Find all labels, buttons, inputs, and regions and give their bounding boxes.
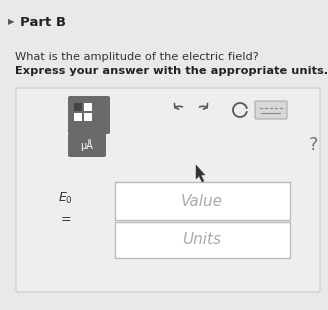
Text: ?: ? [309, 136, 319, 154]
Text: μÅ: μÅ [81, 139, 93, 151]
Text: Value: Value [181, 193, 223, 209]
FancyBboxPatch shape [68, 133, 106, 157]
FancyBboxPatch shape [16, 88, 320, 292]
Bar [84, 113, 92, 121]
Polygon shape [196, 165, 205, 182]
Text: Part B: Part B [20, 16, 66, 29]
FancyBboxPatch shape [115, 222, 290, 258]
Text: $E_0$: $E_0$ [57, 190, 72, 206]
Text: Units: Units [182, 232, 221, 247]
FancyBboxPatch shape [115, 182, 290, 220]
FancyBboxPatch shape [68, 96, 110, 134]
Text: What is the amplitude of the electric field?: What is the amplitude of the electric fi… [15, 52, 259, 62]
Text: $=$: $=$ [58, 211, 72, 224]
FancyBboxPatch shape [255, 101, 287, 119]
Text: ▶: ▶ [8, 17, 14, 26]
Text: Express your answer with the appropriate units.: Express your answer with the appropriate… [15, 66, 328, 76]
Bar [74, 103, 82, 111]
Bar [74, 113, 82, 121]
Bar [84, 103, 92, 111]
